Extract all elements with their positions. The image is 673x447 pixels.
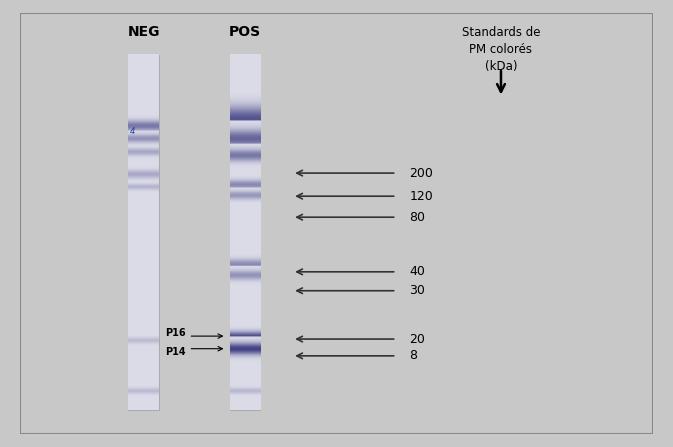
Text: NEG: NEG bbox=[127, 25, 160, 38]
Text: 120: 120 bbox=[409, 190, 433, 202]
Text: Standards de
PM colorés
(kDa): Standards de PM colorés (kDa) bbox=[462, 26, 540, 73]
Bar bbox=[129, 55, 159, 410]
Text: P14: P14 bbox=[165, 347, 185, 357]
Text: POS: POS bbox=[229, 25, 261, 38]
Text: 4: 4 bbox=[130, 127, 135, 136]
Text: 8: 8 bbox=[409, 350, 417, 363]
Text: 200: 200 bbox=[409, 167, 433, 180]
Text: 30: 30 bbox=[409, 284, 425, 297]
Bar bbox=[229, 55, 260, 410]
Text: 80: 80 bbox=[409, 211, 425, 224]
Text: 20: 20 bbox=[409, 333, 425, 346]
Text: P16: P16 bbox=[165, 328, 185, 338]
Text: 40: 40 bbox=[409, 266, 425, 278]
